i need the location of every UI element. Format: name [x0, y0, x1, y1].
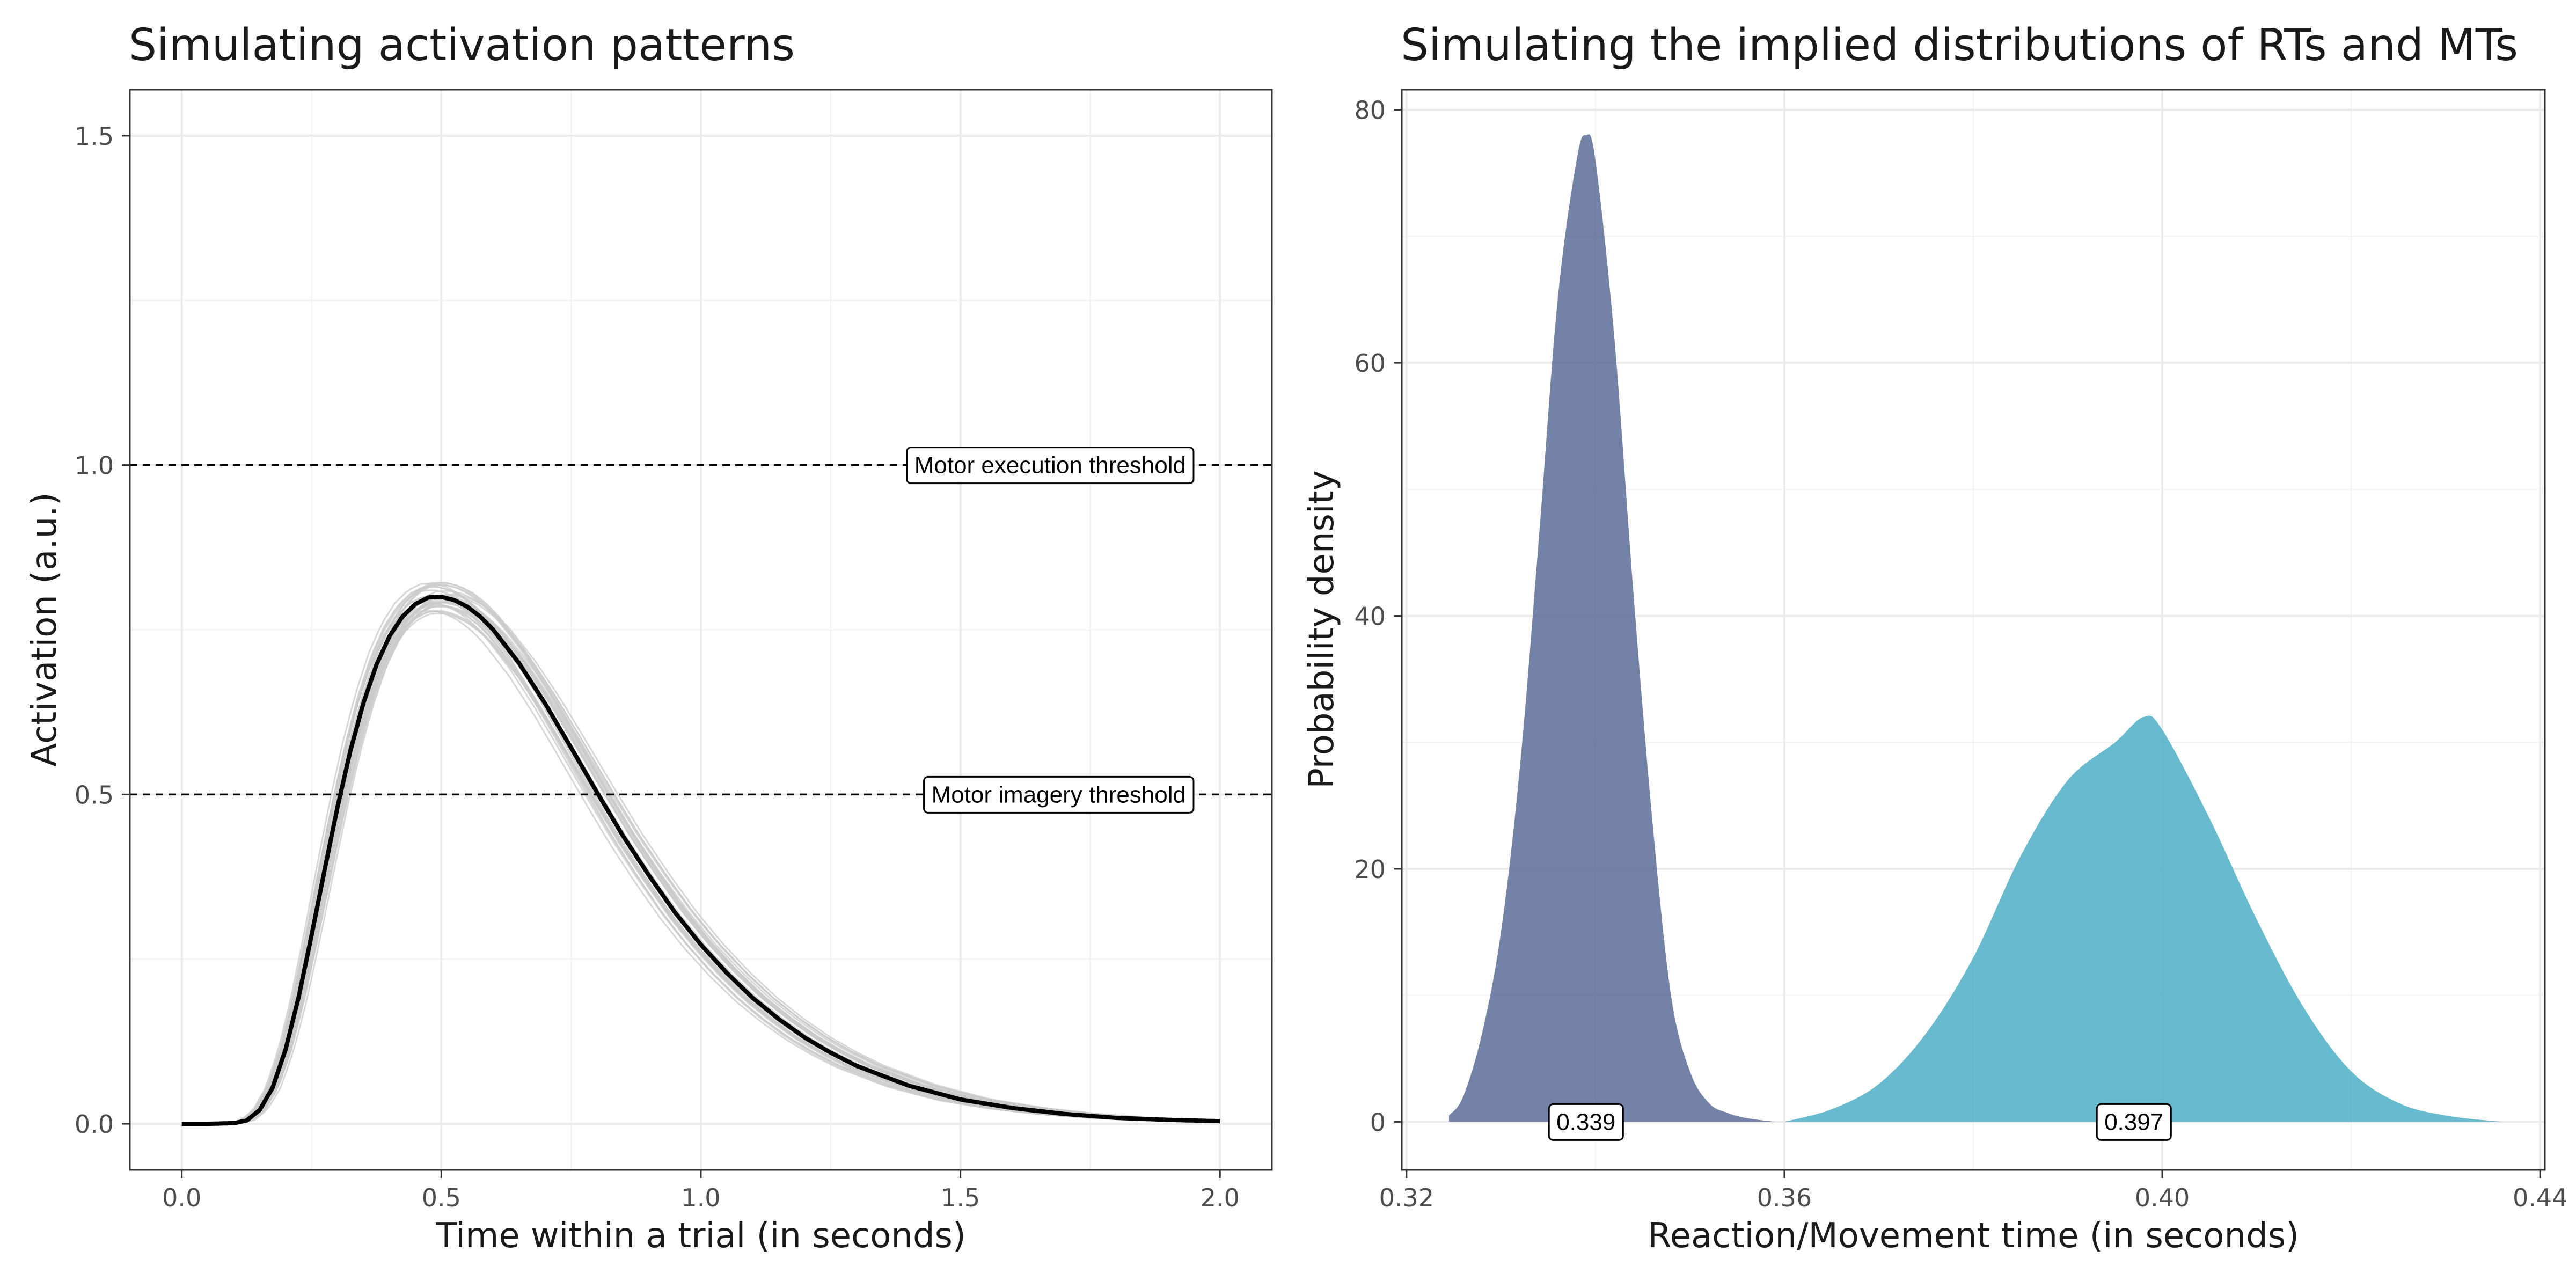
distribution-chart-title: Simulating the implied distributions of …: [1401, 20, 2518, 71]
execution-threshold-label-box: [906, 447, 1195, 485]
activation-y-axis-title: Activation (a.u.): [25, 492, 64, 766]
activation-x-axis-title: Time within a trial (in seconds): [435, 1216, 966, 1256]
distribution-plot-border: [1401, 89, 2546, 1171]
mt-median-label-box: [2096, 1103, 2172, 1141]
x-tick-label: 0.40: [2135, 1183, 2190, 1212]
y-tick-label: 20: [1354, 855, 1386, 884]
execution-threshold-label: Motor execution threshold: [906, 447, 1195, 485]
x-tick-label: 1.0: [681, 1183, 720, 1212]
distribution-y-axis-title: Probability density: [1302, 470, 1342, 788]
rt-median-label-box: [1548, 1103, 1624, 1141]
mt-density-area: [1784, 715, 2502, 1122]
simulated-trace: [181, 601, 1220, 1125]
imagery-threshold-label-box: [923, 775, 1195, 814]
mt-median-label: 0.397: [2096, 1103, 2172, 1141]
activation-chart-title: Simulating activation patterns: [129, 20, 795, 71]
x-tick-label: 0.32: [1379, 1183, 1434, 1212]
y-tick-label: 80: [1354, 96, 1386, 125]
y-tick-label: 0.5: [75, 780, 114, 809]
activation-panel: Simulating activation patterns Motor exe…: [25, 20, 1273, 1256]
y-tick-label: 0: [1370, 1108, 1386, 1137]
y-tick-label: 1.0: [75, 451, 114, 480]
x-tick-label: 0.0: [162, 1183, 201, 1212]
distribution-panel: Simulating the implied distributions of …: [1302, 20, 2567, 1256]
execution-threshold-label-text: Motor execution threshold: [914, 452, 1186, 479]
rt-density-area: [1449, 134, 1775, 1122]
mt-median-label-text: 0.397: [2104, 1109, 2163, 1135]
y-tick-label: 0.0: [75, 1110, 114, 1139]
x-tick-label: 1.5: [941, 1183, 980, 1212]
imagery-threshold-label: Motor imagery threshold: [923, 775, 1195, 814]
rt-median-label: 0.339: [1548, 1103, 1624, 1141]
imagery-threshold-label-text: Motor imagery threshold: [932, 781, 1186, 808]
mean-activation-line: [181, 595, 1220, 1126]
distribution-x-axis-title: Reaction/Movement time (in seconds): [1648, 1216, 2299, 1256]
simulated-trace: [181, 610, 1220, 1125]
y-tick-label: 1.5: [75, 122, 114, 151]
x-tick-label: 0.36: [1757, 1183, 1812, 1212]
x-tick-label: 0.44: [2513, 1183, 2567, 1212]
x-tick-label: 2.0: [1201, 1183, 1240, 1212]
y-tick-label: 60: [1354, 349, 1386, 378]
y-tick-label: 40: [1354, 602, 1386, 631]
x-tick-label: 0.5: [422, 1183, 461, 1212]
rt-median-label-text: 0.339: [1556, 1109, 1615, 1135]
